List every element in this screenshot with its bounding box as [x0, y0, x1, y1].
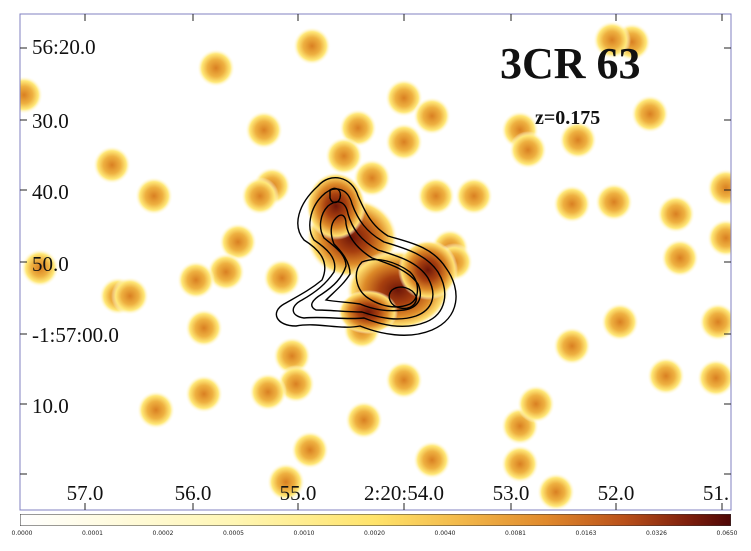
photon-blob	[263, 259, 301, 297]
photon-blob	[293, 27, 331, 65]
x-tick-label: 52.0	[597, 481, 635, 505]
photon-blob	[21, 249, 59, 287]
x-tick-label: 55.0	[279, 481, 317, 505]
contour-line	[292, 188, 446, 327]
photon-blob	[661, 239, 699, 277]
contour-line	[329, 187, 342, 204]
contour-line	[311, 201, 434, 320]
x-tick-label: 57.0	[66, 481, 104, 505]
photon-blob	[291, 431, 329, 469]
contour-line	[324, 214, 422, 312]
photon-blob	[509, 131, 547, 169]
photon-blob	[707, 219, 731, 257]
photon-blob	[267, 463, 305, 501]
photon-blob	[185, 375, 223, 413]
y-tick-label: -1:57:00.0	[32, 323, 119, 347]
x-tick-label: 53.0	[492, 481, 530, 505]
y-tick-label: 50.0	[32, 252, 69, 276]
photon-blob	[353, 159, 391, 197]
photon-blob	[631, 95, 669, 133]
x-tick-label: 56.0	[174, 481, 212, 505]
photon-blob	[559, 121, 597, 159]
photon-blob	[135, 177, 173, 215]
y-tick-label: 40.0	[32, 180, 69, 204]
photon-blobs	[20, 21, 731, 510]
photon-blob	[417, 177, 455, 215]
colorbar-tick-label: 0.0020	[364, 530, 385, 537]
photon-blob	[413, 97, 451, 135]
colorbar-tick-label: 0.0010	[293, 530, 315, 537]
photon-blob	[111, 277, 149, 315]
redshift-label: z=0.175	[535, 107, 601, 129]
colorbar-tick-label: 0.0081	[505, 530, 526, 537]
photon-blob	[413, 441, 451, 479]
photon-blob	[385, 123, 423, 161]
photon-blob	[707, 169, 731, 207]
colorbar-tick-label: 0.0326	[646, 530, 667, 537]
photon-blob	[517, 385, 555, 423]
colorbar-tick-label: 0.0001	[82, 530, 103, 537]
photon-blob	[593, 21, 631, 59]
photon-blob	[207, 253, 245, 291]
contour-line	[388, 286, 417, 310]
photon-blob	[385, 79, 423, 117]
colorbar	[20, 514, 731, 526]
photon-blob	[325, 137, 363, 175]
contour-line	[355, 258, 419, 308]
colorbar-tick-label: 0.0000	[11, 530, 33, 537]
photon-blob	[339, 109, 377, 147]
photon-blob	[657, 195, 695, 233]
photon-blob	[699, 303, 731, 341]
photon-blob	[93, 146, 131, 184]
colorbar-tick-label: 0.0002	[152, 530, 174, 537]
photon-blob	[197, 49, 235, 87]
photon-blob	[553, 185, 591, 223]
photon-blob	[595, 183, 633, 221]
photon-blob	[697, 359, 731, 397]
photon-blob	[137, 391, 175, 429]
photon-blob	[553, 327, 591, 365]
photon-blob	[385, 361, 423, 399]
photon-blob	[245, 111, 283, 149]
photon-blob	[273, 337, 311, 375]
y-tick-label: 10.0	[32, 394, 69, 418]
photon-blob	[501, 445, 539, 483]
axis-ticks	[20, 14, 731, 510]
radio-contours	[275, 177, 457, 336]
photon-blob	[647, 357, 685, 395]
x-tick-label: 2:20:54.0	[364, 481, 444, 505]
photon-blob	[20, 76, 43, 114]
emission-region	[338, 290, 398, 334]
colorbar-tick-label: 0.0005	[223, 530, 244, 537]
contour-line	[275, 177, 457, 336]
y-tick-label: 30.0	[32, 109, 69, 133]
photon-blob	[219, 223, 257, 261]
photon-blob	[249, 373, 287, 411]
photon-blob	[345, 401, 383, 439]
colorbar-tick-label: 0.0040	[434, 530, 456, 537]
photon-blob	[177, 261, 215, 299]
photon-blob	[537, 473, 575, 510]
x-tick-label: 51.	[702, 481, 730, 505]
colorbar-tick-label: 0.0163	[575, 530, 597, 537]
photon-blob	[601, 303, 639, 341]
photon-blob	[455, 177, 493, 215]
image-title: 3CR 63	[500, 39, 641, 88]
photon-blob	[241, 177, 279, 215]
y-tick-label: 56:20.0	[32, 35, 96, 59]
colorbar-tick-label: 0.0650	[716, 530, 738, 537]
photon-blob	[185, 309, 223, 347]
